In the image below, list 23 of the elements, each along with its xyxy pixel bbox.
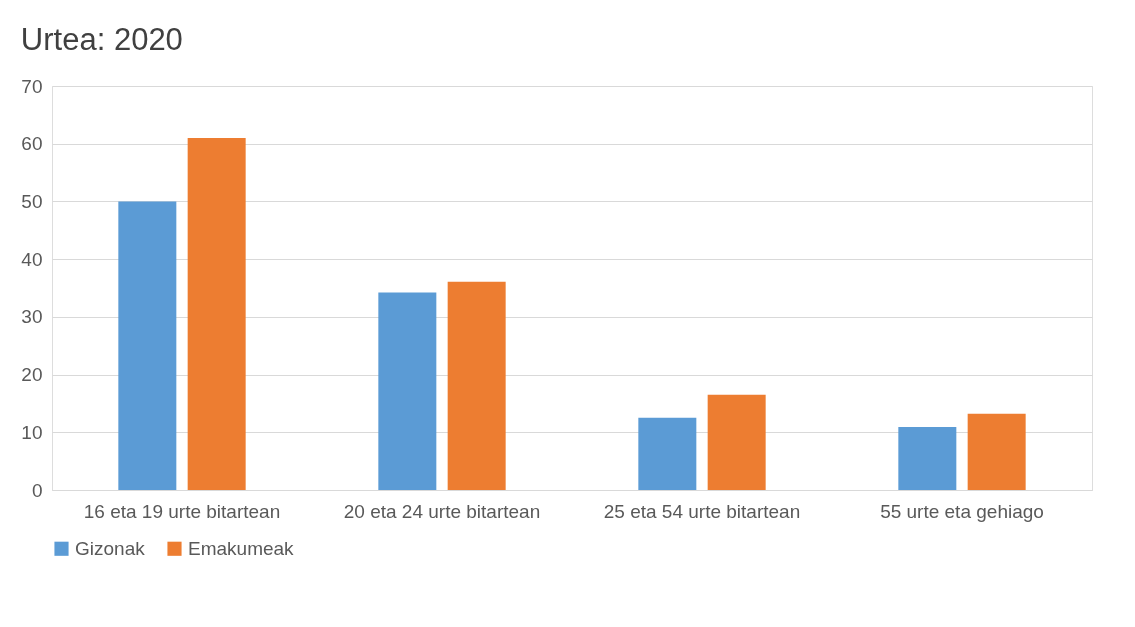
bar bbox=[118, 201, 177, 490]
y-tick-label: 60 bbox=[21, 133, 43, 155]
bar bbox=[898, 427, 957, 490]
y-tick-label: 70 bbox=[21, 75, 43, 97]
legend-label: Gizonak bbox=[75, 537, 146, 559]
x-tick-label: 55 urte eta gehiago bbox=[880, 500, 1044, 522]
y-tick-label: 20 bbox=[21, 364, 43, 386]
bar bbox=[967, 413, 1026, 490]
bar bbox=[707, 394, 766, 490]
y-tick-label: 10 bbox=[21, 421, 43, 443]
bar bbox=[638, 417, 697, 490]
bar bbox=[378, 292, 437, 490]
x-tick-label: 25 eta 54 urte bitartean bbox=[603, 500, 801, 522]
y-tick-label: 0 bbox=[31, 479, 43, 501]
y-tick-label: 30 bbox=[21, 306, 43, 328]
y-tick-label: 50 bbox=[21, 190, 43, 212]
x-tick-label: 20 eta 24 urte bitartean bbox=[343, 500, 541, 522]
legend-label: Emakumeak bbox=[188, 537, 295, 559]
bar bbox=[187, 137, 246, 490]
y-tick-label: 40 bbox=[21, 248, 43, 270]
bar bbox=[447, 281, 506, 490]
chart-title: Urtea: 2020 bbox=[20, 22, 183, 57]
x-tick-label: 16 eta 19 urte bitartean bbox=[83, 500, 281, 522]
